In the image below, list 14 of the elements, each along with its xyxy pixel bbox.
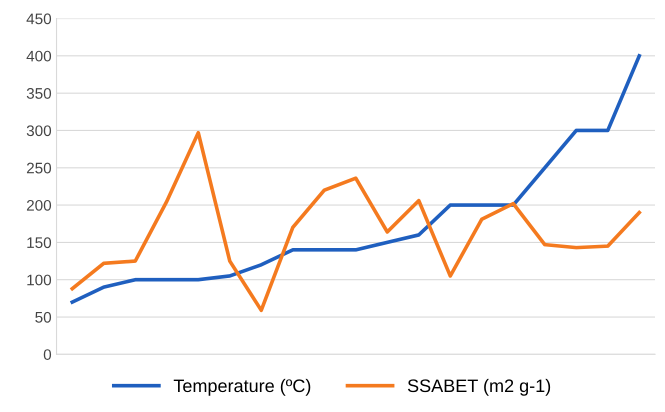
y-tick-label: 100 [27, 274, 52, 286]
y-tick-label: 200 [26, 200, 52, 211]
y-tick-label: 300 [26, 125, 52, 136]
line-series [70, 54, 642, 304]
y-tick-label: 250 [26, 162, 52, 174]
y-tick-label: 0 [44, 349, 52, 360]
line-series [70, 130, 642, 312]
y-tick-label: 350 [26, 88, 52, 99]
y-tick-label: 150 [27, 237, 52, 248]
legend-label: SSABET (m2 g-1) [408, 378, 550, 396]
legend-label: Temperature (ºC) [174, 378, 310, 396]
y-tick-label: 450 [26, 13, 52, 24]
y-tick-label: 400 [26, 50, 52, 62]
y-tick-label: 50 [35, 312, 52, 323]
